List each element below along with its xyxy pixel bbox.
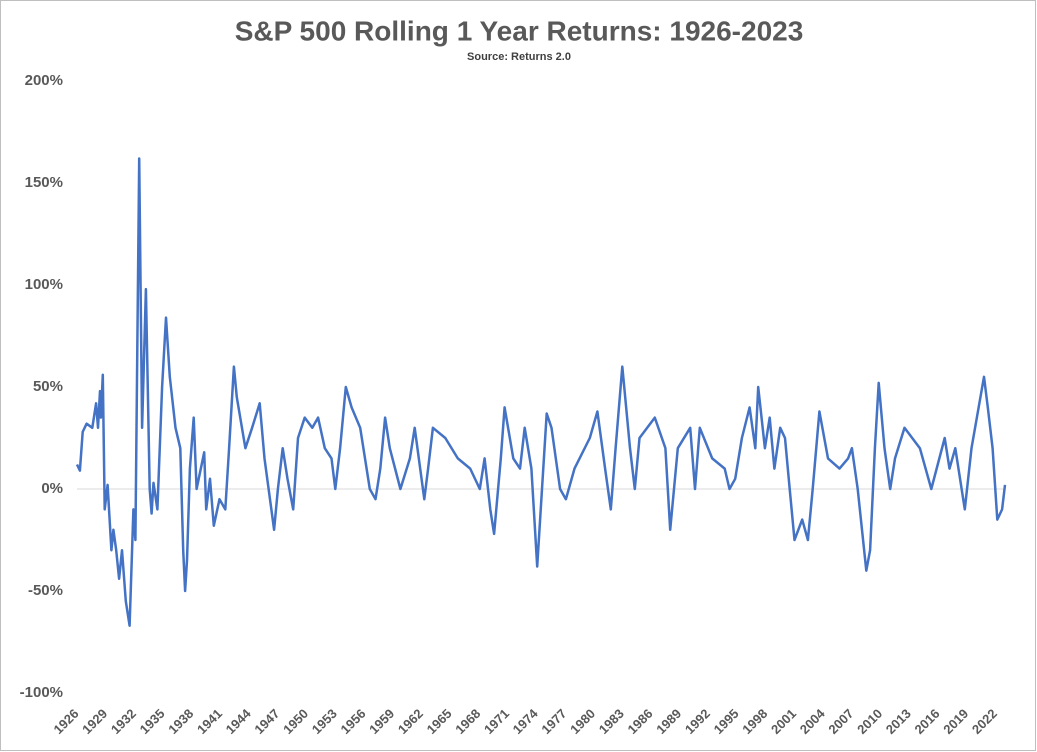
y-tick-label: 200% <box>25 72 63 89</box>
y-tick-label: 100% <box>25 276 63 293</box>
y-tick-label: 50% <box>33 378 63 395</box>
chart-subtitle: Source: Returns 2.0 <box>467 51 571 63</box>
y-tick-label: -100% <box>20 684 63 701</box>
y-tick-label: -50% <box>28 582 63 599</box>
line-series <box>75 157 1007 627</box>
y-tick-label: 150% <box>25 174 63 191</box>
y-tick-label: 0% <box>41 480 63 497</box>
chart-title: S&P 500 Rolling 1 Year Returns: 1926-202… <box>235 15 804 46</box>
